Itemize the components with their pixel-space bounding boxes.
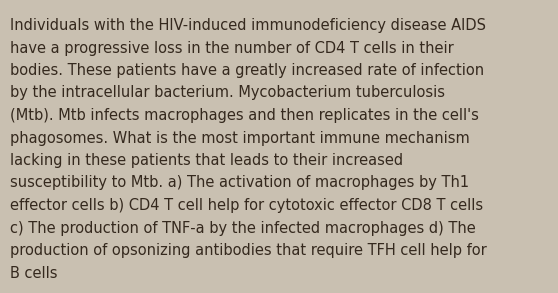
- Text: Individuals with the HIV-induced immunodeficiency disease AIDS: Individuals with the HIV-induced immunod…: [10, 18, 486, 33]
- Text: B cells: B cells: [10, 265, 57, 280]
- Text: phagosomes. What is the most important immune mechanism: phagosomes. What is the most important i…: [10, 130, 470, 146]
- Text: bodies. These patients have a greatly increased rate of infection: bodies. These patients have a greatly in…: [10, 63, 484, 78]
- Text: c) The production of TNF-a by the infected macrophages d) The: c) The production of TNF-a by the infect…: [10, 221, 476, 236]
- Text: susceptibility to Mtb. a) The activation of macrophages by Th1: susceptibility to Mtb. a) The activation…: [10, 176, 469, 190]
- Text: have a progressive loss in the number of CD4 T cells in their: have a progressive loss in the number of…: [10, 40, 454, 55]
- Text: lacking in these patients that leads to their increased: lacking in these patients that leads to …: [10, 153, 403, 168]
- Text: production of opsonizing antibodies that require TFH cell help for: production of opsonizing antibodies that…: [10, 243, 487, 258]
- Text: (Mtb). Mtb infects macrophages and then replicates in the cell's: (Mtb). Mtb infects macrophages and then …: [10, 108, 479, 123]
- Text: effector cells b) CD4 T cell help for cytotoxic effector CD8 T cells: effector cells b) CD4 T cell help for cy…: [10, 198, 483, 213]
- Text: by the intracellular bacterium. Mycobacterium tuberculosis: by the intracellular bacterium. Mycobact…: [10, 86, 445, 100]
